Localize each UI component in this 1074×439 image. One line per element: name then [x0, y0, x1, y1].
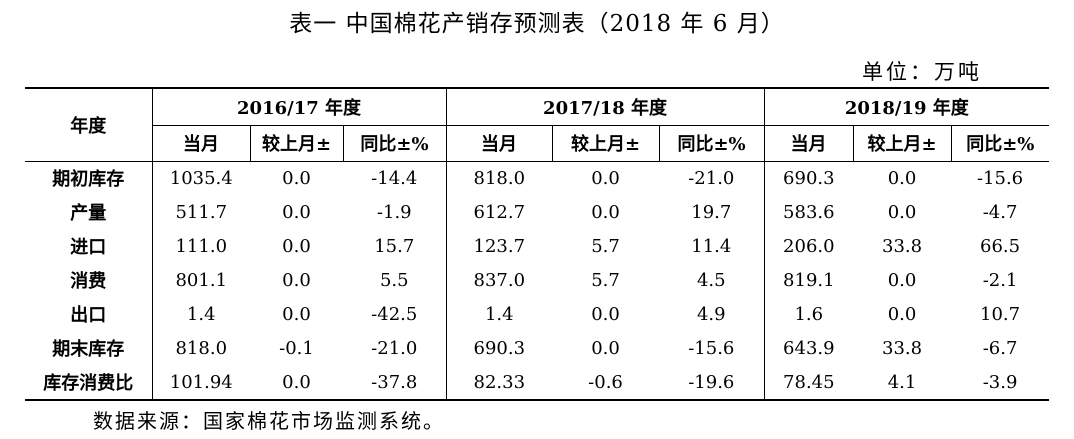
- table-cell: 818.0: [151, 331, 250, 365]
- row-label: 期末库存: [52, 339, 125, 360]
- table-cell: -37.8: [371, 371, 418, 393]
- table-cell: 1.6: [763, 297, 854, 331]
- cotton-forecast-table: 年度 2016/17 年度 2017/18 年度 2018/19 年度 当月 较…: [25, 87, 1050, 401]
- header-sub-yoy: 同比±%: [342, 125, 447, 162]
- table-cell: 111.0: [151, 229, 250, 263]
- table-cell: 612.7: [445, 195, 553, 229]
- table-cell: -2.1: [982, 269, 1018, 291]
- row-label: 库存消费比: [43, 373, 134, 394]
- header-year-2016-17: 2016/17 年度: [151, 88, 447, 126]
- table-cell: -21.0: [688, 167, 735, 189]
- header-corner: 年度: [25, 88, 152, 162]
- table-row: 期末库存 818.0 -0.1 -21.0 690.3 0.0 -15.6 643.9 33.8…: [25, 331, 1049, 365]
- table-cell: -1.9: [376, 201, 412, 223]
- table-cell: 583.6: [763, 195, 854, 229]
- table-cell: -3.9: [982, 371, 1018, 393]
- row-label: 产量: [70, 203, 107, 224]
- table-cell: 1035.4: [151, 161, 250, 195]
- table-cell: 837.0: [445, 263, 553, 297]
- unit-label: 单位：万吨: [862, 60, 982, 84]
- table-cell: -15.6: [976, 167, 1024, 189]
- table-cell: 123.7: [445, 229, 553, 263]
- header-sub-current: 当月: [763, 125, 854, 162]
- table-cell: 690.3: [445, 331, 553, 365]
- table-cell: -42.5: [371, 303, 418, 325]
- table-cell: 78.45: [763, 365, 854, 400]
- header-sub-row: 当月 较上月± 同比±% 当月 较上月± 同比±% 当月 较上月± 同比±%: [25, 125, 1050, 162]
- row-label: 进口: [70, 237, 107, 258]
- table-cell: 11.4: [691, 235, 732, 257]
- header-sub-current: 当月: [151, 125, 250, 162]
- table-cell: 0.0: [282, 269, 311, 291]
- table-cell: 1.4: [151, 297, 250, 331]
- table-cell: -14.4: [371, 167, 418, 189]
- table-cell: 0.0: [282, 201, 311, 223]
- table-row: 消费 801.1 0.0 5.5 837.0 5.7 4.5 819.1 0.0 -2.1: [25, 263, 1049, 297]
- table-cell: -0.6: [588, 371, 623, 393]
- table-cell: 4.1: [887, 371, 917, 393]
- table-cell: 0.0: [591, 337, 620, 359]
- table-cell: 5.7: [591, 235, 620, 257]
- table-row: 出口 1.4 0.0 -42.5 1.4 0.0 4.9 1.6 0.0 10.7: [25, 297, 1049, 331]
- header-sub-mom: 较上月±: [551, 125, 660, 162]
- table-cell: 82.33: [445, 365, 553, 400]
- header-year-2018-19: 2018/19 年度: [763, 88, 1050, 126]
- table-cell: 4.9: [696, 303, 726, 325]
- header-year-row: 年度 2016/17 年度 2017/18 年度 2018/19 年度: [25, 88, 1050, 162]
- table-cell: 10.7: [980, 303, 1021, 325]
- row-label: 期初库存: [52, 169, 125, 191]
- table-cell: 801.1: [151, 263, 250, 297]
- table-cell: -19.6: [688, 371, 735, 393]
- header-sub-mom: 较上月±: [249, 125, 343, 162]
- table-cell: 19.7: [691, 201, 732, 223]
- table-cell: 0.0: [887, 167, 917, 189]
- table-cell: 1.4: [445, 297, 553, 331]
- table-row: 产量 511.7 0.0 -1.9 612.7 0.0 19.7 583.6 0.0 -4.7: [25, 195, 1049, 229]
- table-cell: 33.8: [882, 337, 923, 359]
- table-cell: 5.7: [591, 269, 620, 291]
- row-label: 出口: [70, 305, 107, 326]
- table-cell: 0.0: [282, 235, 311, 257]
- table-cell: -6.7: [982, 337, 1018, 359]
- table-cell: 0.0: [887, 303, 917, 325]
- table-cell: 15.7: [374, 235, 415, 257]
- table-cell: 643.9: [763, 331, 854, 365]
- table-row: 库存消费比 101.94 0.0 -37.8 82.33 -0.6 -19.6 78.45 4.…: [25, 365, 1050, 400]
- table-cell: 0.0: [591, 303, 620, 325]
- table-cell: -4.7: [982, 201, 1018, 223]
- table-cell: 0.0: [591, 201, 620, 223]
- table-cell: 66.5: [980, 235, 1021, 257]
- table-cell: 0.0: [282, 371, 311, 393]
- table-cell: 101.94: [151, 365, 250, 400]
- table-cell: 4.5: [696, 269, 726, 291]
- header-sub-yoy: 同比±%: [658, 125, 765, 162]
- table-cell: 0.0: [591, 167, 620, 189]
- table-cell: 0.0: [282, 303, 311, 325]
- table-cell: -15.6: [688, 337, 735, 359]
- table-cell: 5.5: [379, 269, 409, 291]
- table-cell: 511.7: [151, 195, 250, 229]
- table-row: 期初库存 1035.4 0.0 -14.4 818.0 0.0 -21.0 690.3 0.0 -…: [25, 161, 1049, 195]
- table-cell: 0.0: [887, 201, 917, 223]
- table-cell: 690.3: [763, 161, 854, 195]
- header-sub-yoy: 同比±%: [950, 125, 1050, 162]
- header-sub-mom: 较上月±: [852, 125, 952, 162]
- table-cell: 818.0: [445, 161, 553, 195]
- header-sub-current: 当月: [445, 125, 553, 162]
- table-cell: 819.1: [763, 263, 854, 297]
- table-cell: 0.0: [887, 269, 917, 291]
- table-cell: 206.0: [763, 229, 854, 263]
- table-cell: -0.1: [279, 337, 314, 359]
- header-year-2017-18: 2017/18 年度: [445, 88, 765, 126]
- row-label: 消费: [70, 271, 107, 292]
- table-row: 进口 111.0 0.0 15.7 123.7 5.7 11.4 206.0 33.8 66.5: [25, 229, 1049, 263]
- data-source-note: 数据来源：国家棉花市场监测系统。: [93, 409, 445, 433]
- table-title: 表一 中国棉花产销存预测表（2018 年 6 月）: [289, 11, 785, 37]
- table-cell: -21.0: [371, 337, 418, 359]
- table-cell: 0.0: [282, 167, 311, 189]
- table-cell: 33.8: [882, 235, 923, 257]
